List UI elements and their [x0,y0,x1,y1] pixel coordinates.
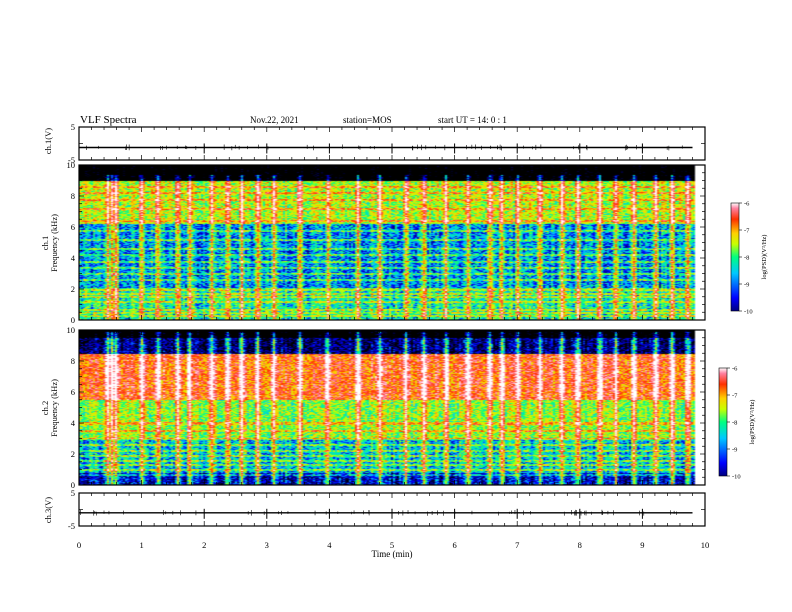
ch2-freq-ytick-label: 8 [71,356,75,366]
x-tick-label: 7 [515,540,519,550]
ch2-colorbar-tick-label: -9 [732,447,737,454]
ch1-colorbar-tick-label: -10 [744,309,753,316]
x-tick-label: 9 [640,540,644,550]
x-tick-label: 5 [390,540,394,550]
ch3-voltage-ytick-label: -5 [68,521,75,531]
station-label: station=MOS [343,115,392,125]
x-tick-label: 1 [139,540,143,550]
x-axis-label: Time (min) [372,549,413,559]
ch2-colorbar: -6 -7 -8 -9 -10 log(PSD)(V²/Hz) [718,366,756,481]
time-axis: 0 1 2 3 4 5 6 7 8 9 10 [77,540,709,550]
ch2-freq-ytick-label: 4 [71,418,76,428]
ch1-freq-ytick-label: 0 [71,315,75,325]
ch2-colorbar-tick-label: -7 [732,393,738,400]
x-tick-label: 2 [202,540,206,550]
ch2-freq-ytick-label: 10 [67,325,76,335]
ch1-colorbar-tick-label: -6 [744,201,750,208]
x-tick-label: 4 [327,540,332,550]
ch3-voltage-ylabel: ch.3(V) [43,497,53,523]
ch2-spectrogram-image [79,330,705,485]
ch1-frequency-label: Frequency (kHz) [49,214,59,272]
ch2-colorbar-label: log(PSD)(V²/Hz) [749,400,756,445]
ch1-colorbar: -6 -7 -8 -9 -10 log(PSD)(V²/Hz) [730,201,768,316]
ch1-colorbar-tick-label: -8 [744,255,749,262]
ch2-freq-ytick-label: 0 [71,480,75,490]
ch1-freq-ytick-label: 4 [71,253,76,263]
ch1-spectrogram-panel: 0 2 4 6 8 10 [67,160,706,325]
x-tick-label: 6 [452,540,456,550]
ch1-spectrogram-image [79,165,705,320]
ch2-colorbar-tick-label: -6 [732,366,738,373]
ch2-freq-ytick-label: 2 [71,449,75,459]
x-tick-label: 10 [701,540,710,550]
x-tick-label: 3 [265,540,269,550]
ch1-freq-ytick-label: 8 [71,191,75,201]
ch1-colorbar-label: log(PSD)(V²/Hz) [761,235,768,280]
figure-title: VLF Spectra [80,114,137,126]
ch1-voltage-panel: 5 -5 [68,122,706,165]
x-tick-label: 0 [77,540,81,550]
ch1-freq-ytick-label: 10 [67,160,76,170]
ch1-colorbar-tick-label: -7 [744,228,750,235]
ch2-colorbar-tick-label: -8 [732,420,737,427]
ch1-voltage-ytick-label: 5 [71,122,75,132]
ch1-colorbar-gradient [730,202,740,312]
ch1-freq-ytick-label: 6 [71,222,75,232]
ch1-voltage-ylabel: ch.1(V) [43,128,53,154]
x-tick-label: 8 [578,540,582,550]
ch2-spectrogram-panel: 0 2 4 6 8 10 [67,325,706,490]
ch1-freq-ytick-label: 2 [71,284,75,294]
ch2-colorbar-gradient [718,367,728,477]
ch3-voltage-panel: 5 -5 [68,488,706,531]
date-label: Nov.22, 2021 [250,115,299,125]
ch2-frequency-label: Frequency (kHz) [49,379,59,437]
ch2-freq-ytick-label: 6 [71,387,75,397]
ch2-channel-label: ch.2 [40,401,50,415]
ch1-colorbar-tick-label: -9 [744,282,749,289]
ch1-channel-label: ch.1 [40,236,50,250]
start-ut-label: start UT = 14: 0 : 1 [438,115,507,125]
ch1-voltage-ytick-label: -5 [68,155,75,165]
ch2-colorbar-tick-label: -10 [732,474,741,481]
ch3-voltage-ytick-label: 5 [71,488,75,498]
